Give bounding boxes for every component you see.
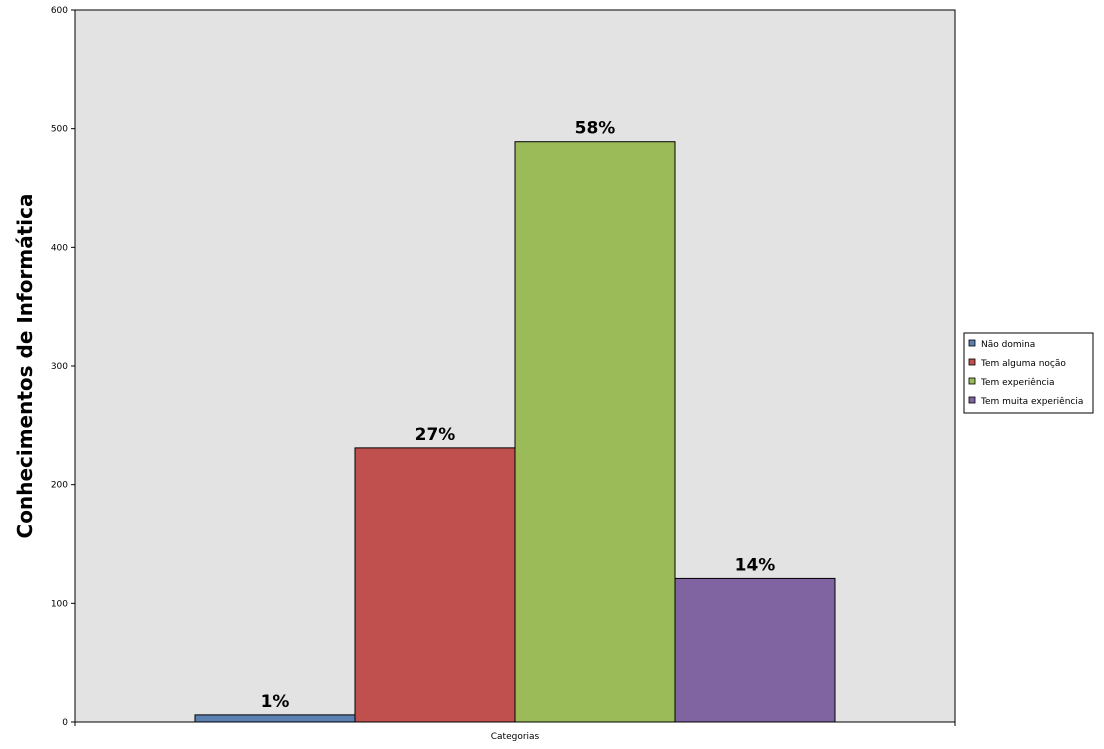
y-tick-label: 600 xyxy=(51,6,68,16)
bar-2 xyxy=(354,447,516,723)
y-axis-title: Conhecimentos de Informática xyxy=(13,194,37,539)
bar-3 xyxy=(514,141,676,723)
legend: Não domina Tem alguma noção Tem experiênci… xyxy=(963,332,1094,414)
legend-entry: Tem experiência xyxy=(980,377,1055,388)
y-tick-label: 500 xyxy=(51,125,68,135)
data-label: 1% xyxy=(261,692,290,712)
legend-swatch xyxy=(968,396,976,404)
legend-entry: Tem muita experiência xyxy=(980,396,1083,407)
data-label: 27% xyxy=(415,425,456,445)
legend-swatch xyxy=(968,377,976,385)
data-label: 14% xyxy=(735,555,776,575)
data-label: 58% xyxy=(575,119,616,139)
y-tick-label: 0 xyxy=(62,718,68,728)
legend-entry: Não domina xyxy=(981,340,1035,350)
bar-1 xyxy=(194,714,356,723)
legend-swatch xyxy=(968,339,976,347)
legend-swatch xyxy=(968,358,976,366)
y-axis: 0 100 200 300 400 500 600 xyxy=(51,6,956,728)
legend-box xyxy=(963,332,1094,414)
y-tick-label: 200 xyxy=(51,481,68,491)
bar-4 xyxy=(674,577,836,723)
legend-entry: Tem alguma noção xyxy=(980,359,1066,369)
bars: 1% 27% 58% 14% xyxy=(194,119,836,723)
y-tick-label: 400 xyxy=(51,243,68,253)
y-tick-label: 100 xyxy=(51,599,68,609)
x-category-label: Categorias xyxy=(491,732,540,742)
y-tick-label: 300 xyxy=(51,362,68,372)
